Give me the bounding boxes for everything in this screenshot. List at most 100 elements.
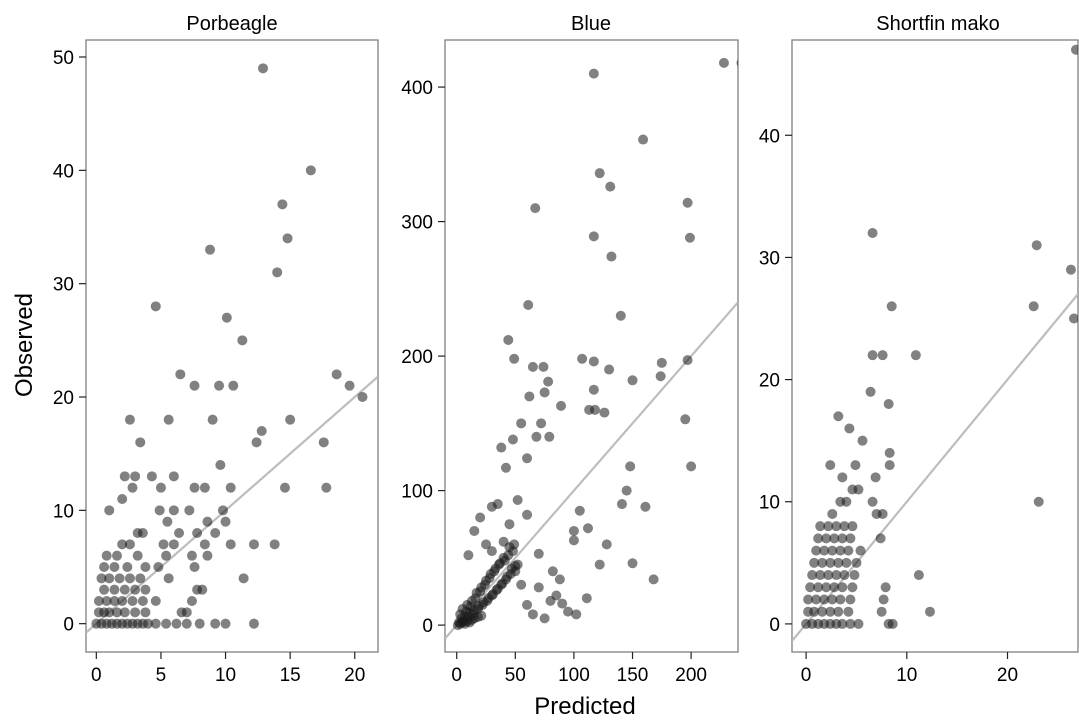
data-point: [215, 460, 226, 470]
data-point: [581, 593, 592, 604]
x-tick-label: 100: [558, 665, 590, 686]
data-point: [130, 471, 141, 482]
data-point: [556, 400, 567, 411]
data-point: [825, 460, 836, 471]
data-point: [331, 369, 342, 380]
data-point: [186, 596, 197, 606]
data-point: [843, 606, 854, 617]
x-tick-label: 150: [617, 665, 649, 686]
data-point: [815, 570, 826, 581]
data-point: [867, 228, 878, 239]
data-point: [835, 594, 846, 605]
plot-area: [792, 44, 1078, 642]
data-point: [845, 594, 856, 605]
data-point: [839, 570, 850, 581]
data-point: [821, 533, 832, 544]
data-point: [682, 355, 693, 366]
data-point: [117, 596, 128, 606]
data-point: [130, 584, 141, 595]
data-point: [883, 399, 894, 410]
data-point: [512, 559, 523, 570]
data-point: [605, 181, 616, 192]
x-tick-label: 20: [344, 665, 365, 686]
data-point: [841, 496, 852, 507]
data-point: [214, 380, 225, 391]
data-point: [656, 357, 667, 368]
panel-frame: [444, 39, 739, 653]
data-point: [509, 353, 520, 364]
data-point: [161, 550, 172, 561]
data-point: [539, 387, 550, 398]
data-point: [282, 233, 293, 244]
data-point: [616, 499, 627, 510]
y-tick-label: 0: [63, 615, 74, 636]
data-point: [813, 582, 824, 593]
data-point: [168, 539, 179, 550]
data-point: [96, 573, 107, 584]
x-tick-label: 50: [505, 665, 526, 686]
data-point: [601, 539, 612, 550]
data-point: [318, 437, 329, 448]
data-point: [682, 197, 693, 208]
data-point: [886, 301, 897, 312]
data-point: [568, 525, 579, 536]
data-point: [870, 472, 881, 483]
data-point: [503, 334, 514, 345]
data-point: [175, 369, 186, 380]
data-point: [606, 251, 617, 262]
data-point: [825, 606, 836, 617]
data-point: [119, 584, 130, 595]
data-point: [146, 471, 157, 482]
data-point: [913, 570, 924, 581]
y-tick-label: 0: [422, 616, 433, 637]
data-point: [140, 584, 151, 595]
data-point: [205, 244, 216, 255]
data-point: [150, 596, 161, 606]
data-point: [192, 528, 203, 538]
data-point: [843, 545, 854, 556]
data-point: [599, 407, 610, 418]
data-point: [847, 521, 858, 532]
data-point: [536, 418, 547, 429]
data-point: [588, 384, 599, 395]
data-point: [502, 571, 513, 582]
data-point: [194, 618, 205, 629]
data-point: [1065, 264, 1076, 275]
data-point: [509, 539, 520, 550]
data-point: [305, 165, 316, 176]
y-tick-label: 0: [769, 615, 780, 636]
data-point: [101, 596, 112, 606]
data-point: [543, 376, 554, 387]
data-point: [119, 471, 130, 482]
data-point: [833, 557, 844, 568]
data-point: [199, 482, 210, 493]
data-point: [819, 594, 830, 605]
data-point: [124, 414, 135, 425]
x-tick-label: 5: [156, 665, 167, 686]
data-point: [202, 516, 213, 527]
data-point: [158, 539, 169, 550]
data-point: [887, 618, 898, 629]
data-point: [563, 606, 574, 617]
y-tick-label: 10: [759, 493, 780, 514]
data-point: [807, 570, 818, 581]
data-point: [357, 392, 368, 402]
data-point: [809, 606, 820, 617]
data-point: [544, 431, 555, 442]
data-point: [122, 562, 133, 572]
data-point: [523, 299, 534, 310]
data-point: [837, 472, 848, 483]
data-point: [865, 386, 876, 397]
panel-porbeagle: Porbeagle 0 5 10 15 20 0 10 20 30 40 50: [53, 13, 379, 686]
data-point: [486, 546, 497, 557]
data-point: [627, 558, 638, 569]
panel-title-porbeagle: Porbeagle: [186, 13, 277, 35]
data-point: [475, 512, 486, 523]
data-point: [210, 528, 221, 538]
data-point: [104, 573, 115, 584]
data-point: [827, 508, 838, 519]
data-point: [811, 545, 822, 556]
data-point: [837, 618, 848, 629]
data-point: [476, 610, 487, 621]
data-point: [829, 582, 840, 593]
